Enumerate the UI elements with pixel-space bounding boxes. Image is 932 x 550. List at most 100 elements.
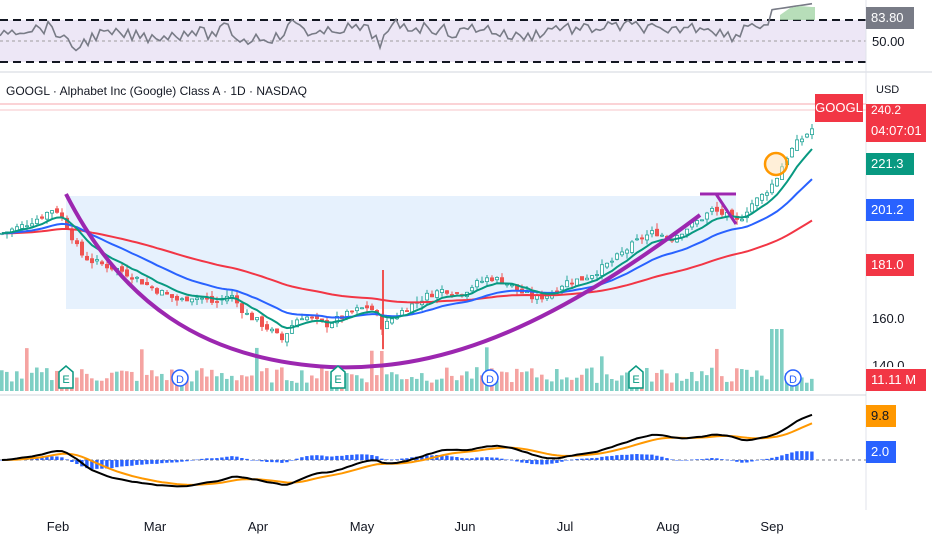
volume-bar bbox=[600, 356, 604, 391]
candle bbox=[484, 277, 489, 283]
macd-hist-bar bbox=[130, 460, 134, 466]
volume-bar bbox=[620, 375, 624, 391]
candle bbox=[580, 276, 585, 281]
macd-hist-bar bbox=[135, 460, 139, 465]
currency-label[interactable]: USD bbox=[876, 84, 900, 96]
candle bbox=[284, 333, 289, 343]
candle bbox=[369, 305, 374, 311]
volume-bar bbox=[205, 376, 209, 391]
last-price-badge: 240.2 bbox=[866, 104, 926, 122]
macd-hist-bar bbox=[280, 460, 284, 463]
macd-hist-bar bbox=[615, 455, 619, 460]
dividend-marker[interactable]: D bbox=[481, 369, 499, 387]
volume-bar bbox=[200, 368, 204, 391]
volume-bar bbox=[220, 373, 224, 391]
macd-hist-bar bbox=[225, 456, 229, 460]
candle bbox=[765, 192, 770, 196]
candle bbox=[24, 225, 29, 228]
candle bbox=[444, 290, 449, 294]
volume-bar bbox=[365, 382, 369, 391]
candle bbox=[309, 316, 314, 319]
volume-bar bbox=[0, 370, 4, 391]
candle bbox=[755, 197, 760, 206]
candle bbox=[304, 316, 309, 321]
candle bbox=[29, 223, 34, 227]
candle bbox=[35, 218, 40, 224]
macd-hist-bar bbox=[190, 460, 194, 461]
macd-hist-bar bbox=[445, 455, 449, 460]
candle bbox=[605, 262, 610, 268]
macd-hist-bar bbox=[145, 460, 149, 465]
candle bbox=[775, 177, 780, 187]
candle bbox=[489, 277, 494, 282]
macd-hist-bar bbox=[140, 460, 144, 465]
candle bbox=[615, 253, 620, 260]
macd-hist-bar bbox=[150, 460, 154, 464]
candle bbox=[324, 320, 329, 328]
macd-hist-bar bbox=[320, 455, 324, 460]
candle bbox=[565, 280, 570, 288]
volume-bar bbox=[5, 371, 9, 391]
volume-bar bbox=[605, 374, 609, 391]
candle bbox=[144, 282, 149, 286]
chart-title[interactable]: GOOGL · Alphabet Inc (Google) Class A · … bbox=[6, 84, 308, 98]
earnings-marker[interactable]: E bbox=[628, 365, 644, 389]
candle bbox=[429, 293, 434, 298]
macd-hist-bar bbox=[400, 458, 404, 460]
earnings-marker[interactable]: E bbox=[330, 365, 346, 389]
volume-bar bbox=[225, 378, 229, 391]
candle bbox=[509, 284, 514, 287]
candle bbox=[120, 266, 125, 272]
candle bbox=[645, 234, 650, 241]
macd-hist-bar bbox=[250, 460, 254, 461]
candle bbox=[105, 263, 110, 269]
rsi-line bbox=[0, 2, 813, 52]
candle bbox=[55, 208, 60, 213]
volume-bar bbox=[450, 375, 454, 391]
symbol-tag[interactable]: GOOGL bbox=[815, 94, 863, 122]
macd-hist-bar bbox=[210, 458, 214, 460]
volume-bar bbox=[660, 369, 664, 391]
macd-hist-bar bbox=[710, 458, 714, 460]
volume-bar bbox=[140, 349, 144, 391]
macd-hist-bar bbox=[700, 459, 704, 460]
volume-bar bbox=[715, 348, 719, 391]
volume-bar bbox=[105, 378, 109, 391]
candle bbox=[800, 138, 805, 143]
macd-hist-bar bbox=[610, 455, 614, 460]
volume-bar bbox=[480, 375, 484, 391]
candle bbox=[655, 228, 660, 237]
volume-bar bbox=[680, 380, 684, 391]
candle bbox=[384, 320, 389, 330]
volume-bar bbox=[360, 378, 364, 391]
macd-hist-bar bbox=[460, 457, 464, 460]
macd-hist-bar bbox=[755, 460, 759, 461]
volume-bar bbox=[650, 381, 654, 391]
macd-hist-bar bbox=[590, 458, 594, 460]
earnings-marker[interactable]: E bbox=[58, 365, 74, 389]
volume-bar bbox=[755, 370, 759, 391]
volume-bar bbox=[215, 376, 219, 391]
candle bbox=[790, 147, 795, 158]
volume-bar bbox=[295, 382, 299, 391]
volume-bar bbox=[395, 374, 399, 391]
macd-hist-bar bbox=[195, 459, 199, 461]
candle bbox=[479, 280, 484, 283]
volume-bar bbox=[300, 370, 304, 391]
volume-bar bbox=[615, 380, 619, 391]
dividend-marker[interactable]: D bbox=[784, 369, 802, 387]
candle bbox=[159, 290, 164, 296]
month-label-feb: Feb bbox=[46, 519, 70, 534]
dividend-marker-shape bbox=[171, 369, 189, 387]
earnings-marker-shape bbox=[58, 365, 74, 389]
volume-bar bbox=[45, 368, 49, 391]
dividend-marker[interactable]: D bbox=[171, 369, 189, 387]
volume-bar bbox=[345, 373, 349, 391]
macd-hist-bar bbox=[175, 460, 179, 463]
macd-hist-bar bbox=[285, 460, 289, 463]
candle bbox=[134, 276, 139, 279]
volume-bar bbox=[15, 371, 19, 391]
macd-line bbox=[1, 413, 813, 488]
macd-hist-bar bbox=[670, 459, 674, 460]
